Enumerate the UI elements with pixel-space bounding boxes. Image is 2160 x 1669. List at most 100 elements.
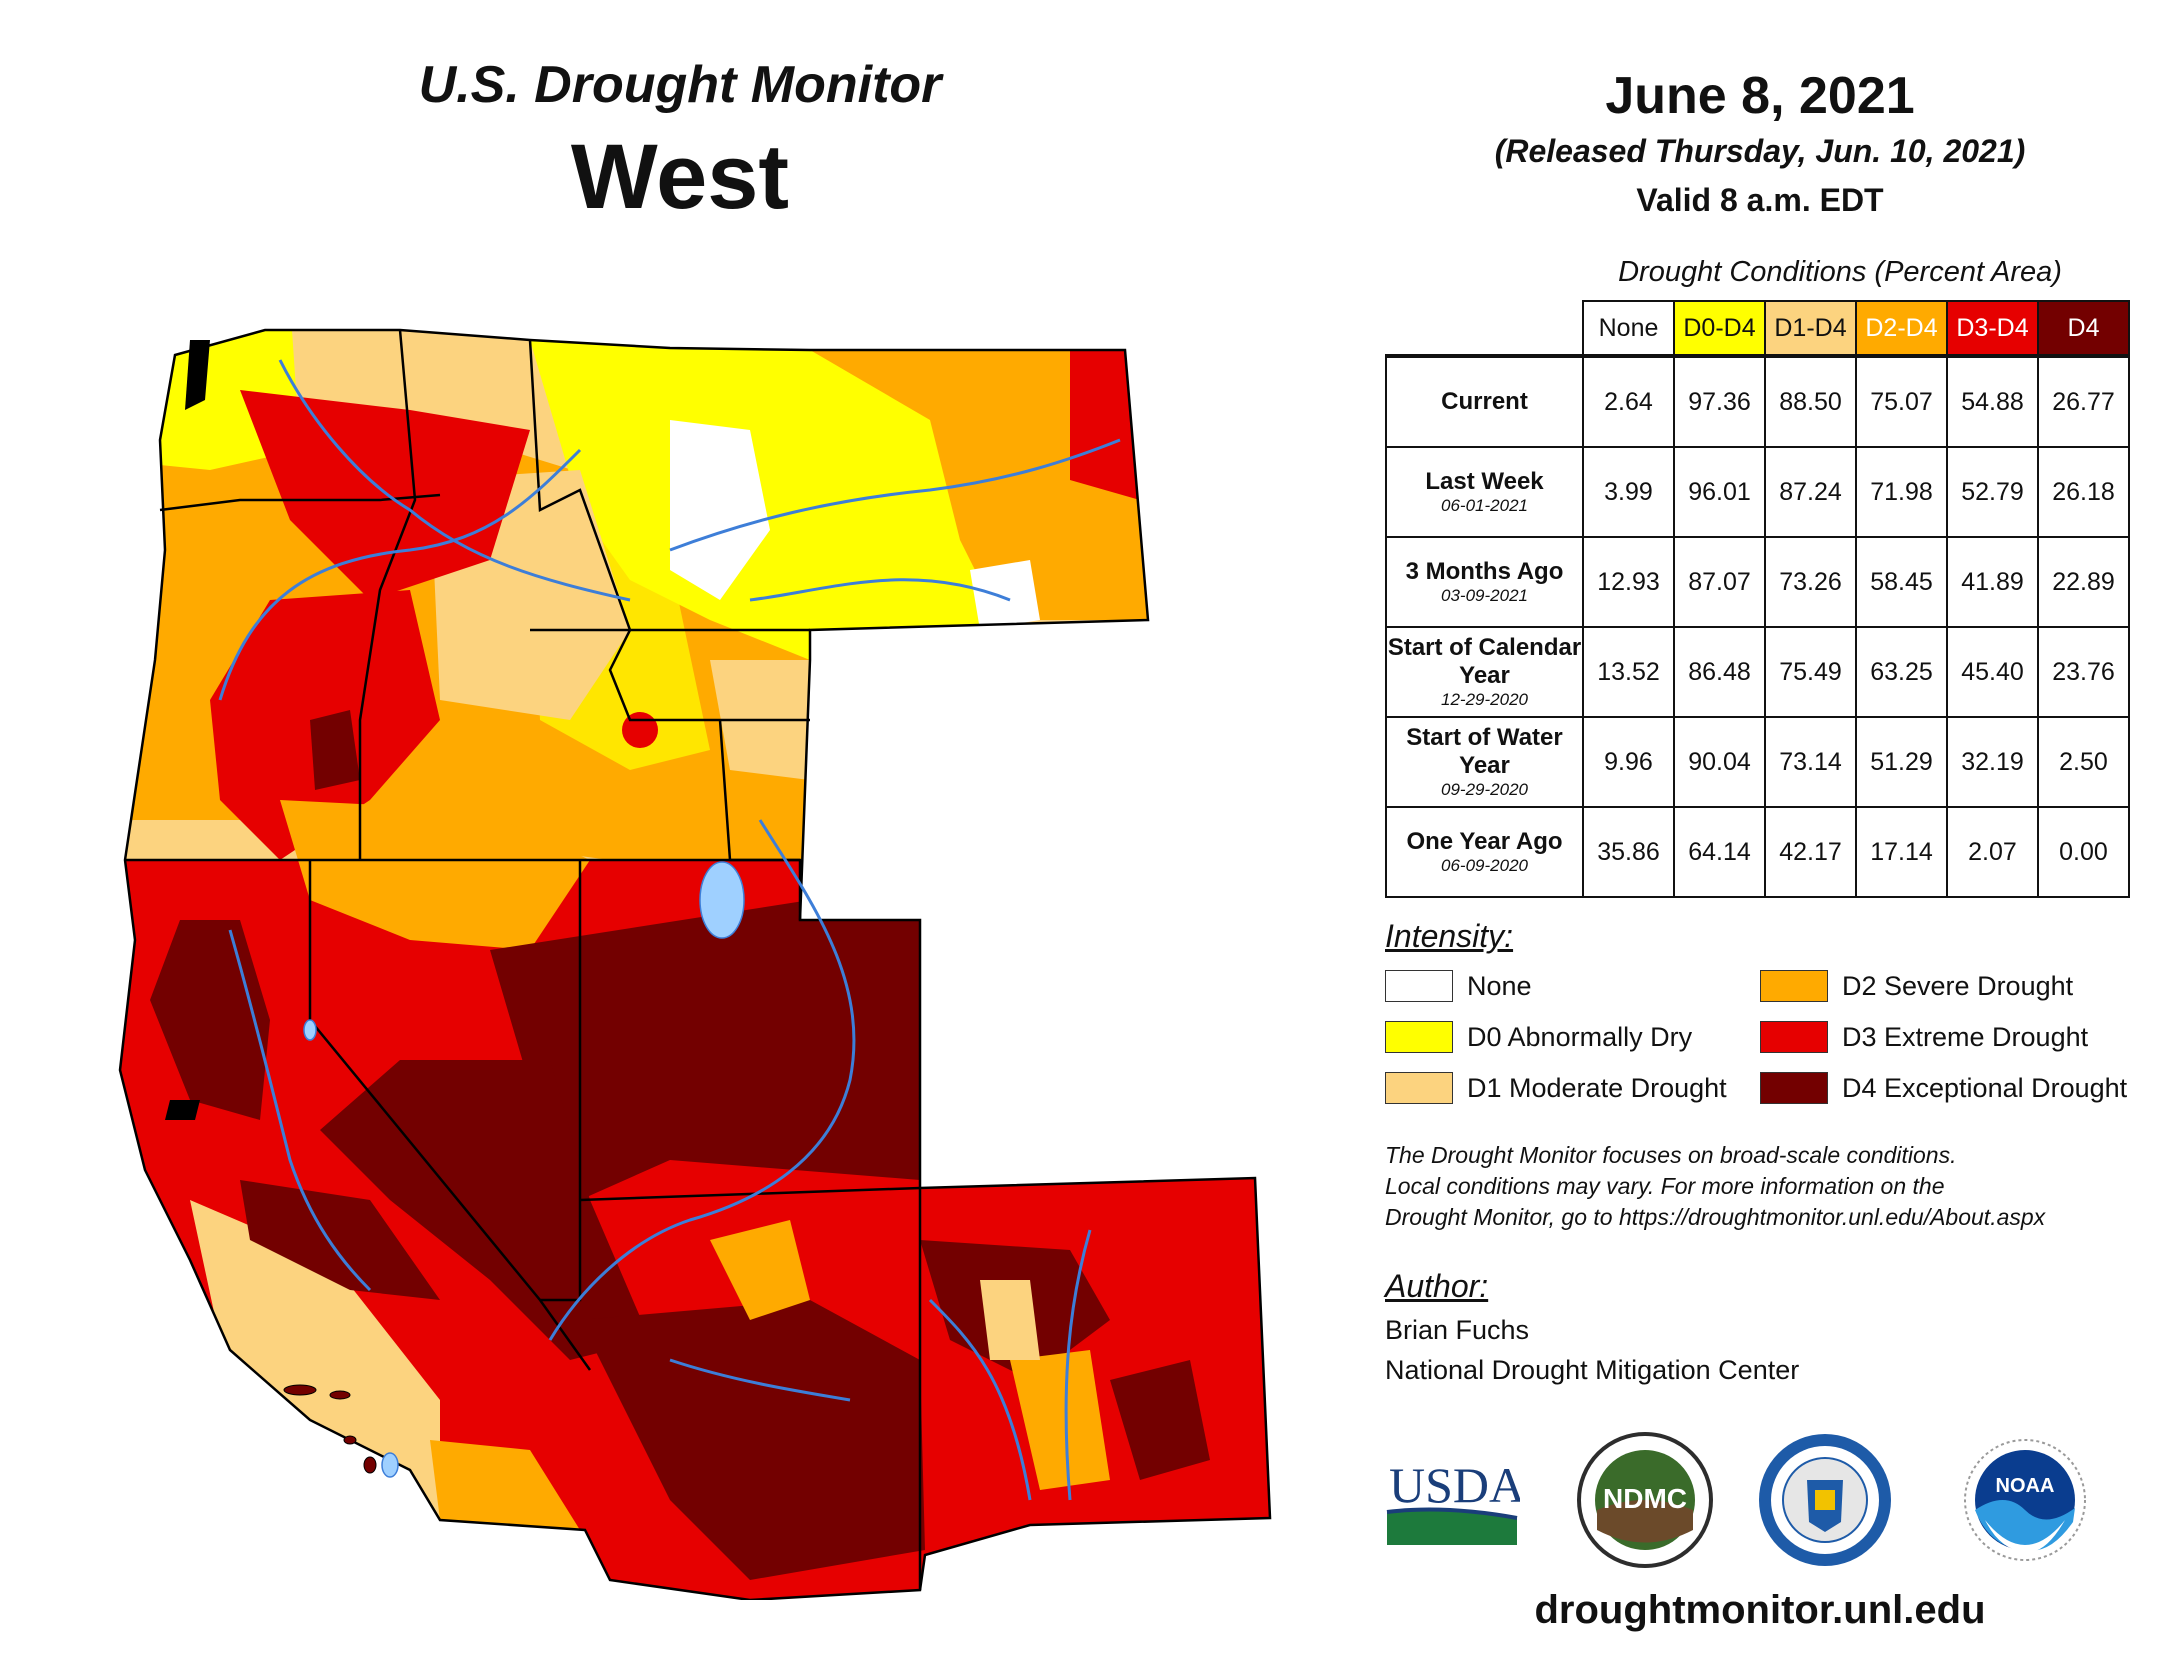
noaa-logo: NOAA: [1964, 1439, 2086, 1561]
drought-map: [118, 328, 1272, 1600]
author-org: National Drought Mitigation Center: [1385, 1355, 1800, 1385]
legend-label: None: [1467, 970, 1532, 1001]
table-cell: 9.96: [1582, 716, 1675, 808]
lakes: [303, 861, 745, 1478]
legend-label: D1 Moderate Drought: [1467, 1072, 1727, 1103]
water-features: [165, 340, 210, 1120]
row-date: 06-01-2021: [1441, 496, 1528, 515]
table-cell: 63.25: [1855, 626, 1948, 718]
row-label: Start of Calendar Year 12-29-2020: [1385, 626, 1584, 718]
usda-logo: USDA: [1386, 1457, 1520, 1545]
table-cell: 97.36: [1673, 354, 1766, 448]
footer-url[interactable]: droughtmonitor.unl.edu: [1534, 1588, 1986, 1632]
row-label: One Year Ago 06-09-2020: [1385, 806, 1584, 898]
legend-item-d4: D4 Exceptional Drought: [1760, 1072, 2127, 1104]
row-label: 3 Months Ago 03-09-2021: [1385, 536, 1584, 628]
legend-swatch: [1385, 970, 1453, 1002]
legend-label: D3 Extreme Drought: [1842, 1021, 2089, 1052]
table-cell: 3.99: [1582, 446, 1675, 538]
legend-item-d1: D1 Moderate Drought: [1385, 1072, 1727, 1104]
table-cell: 54.88: [1946, 354, 2039, 448]
release-date: (Released Thursday, Jun. 10, 2021): [1494, 133, 2026, 169]
table-cell: 73.14: [1764, 716, 1857, 808]
table-cell: 32.19: [1946, 716, 2039, 808]
table-cell: 58.45: [1855, 536, 1948, 628]
legend-item-none: None: [1385, 970, 1532, 1002]
author-title: Author:: [1385, 1268, 1489, 1304]
rivers: [218, 359, 1121, 1501]
ndmc-text: NDMC: [1603, 1483, 1687, 1514]
table-cell: 87.24: [1764, 446, 1857, 538]
author-name: Brian Fuchs: [1385, 1315, 1530, 1345]
col-none: None: [1582, 300, 1675, 357]
table-row: Current 2.64 97.36 88.50 75.07 54.88 26.…: [1385, 354, 2130, 448]
table-corner: [1386, 301, 1584, 357]
row-date: 06-09-2020: [1441, 856, 1528, 875]
table-cell: 0.00: [2037, 806, 2130, 898]
table-header-row: None D0-D4 D1-D4 D2-D4 D3-D4 D4: [1386, 300, 2130, 357]
table-cell: 12.93: [1582, 536, 1675, 628]
legend-swatch: [1760, 1021, 1828, 1053]
note-line: Drought Monitor, go to https://droughtmo…: [1385, 1204, 2046, 1230]
table-cell: 26.18: [2037, 446, 2130, 538]
table-cell: 87.07: [1673, 536, 1766, 628]
table-cell: 13.52: [1582, 626, 1675, 718]
table-cell: 71.98: [1855, 446, 1948, 538]
map-title: U.S. Drought Monitor: [418, 56, 942, 114]
table-cell: 75.07: [1855, 354, 1948, 448]
noaa-text: NOAA: [1996, 1475, 2055, 1497]
row-label: Current: [1385, 354, 1584, 448]
legend-swatch: [1760, 970, 1828, 1002]
table-cell: 41.89: [1946, 536, 2039, 628]
legend-swatch: [1385, 1021, 1453, 1053]
map-region: West: [570, 126, 790, 228]
disclaimer-note: The Drought Monitor focuses on broad-sca…: [1385, 1140, 2145, 1233]
table-cell: 2.07: [1946, 806, 2039, 898]
row-date: 12-29-2020: [1441, 690, 1528, 709]
row-date: 09-29-2020: [1441, 780, 1528, 799]
legend-swatch: [1760, 1072, 1828, 1104]
col-d1-d4: D1-D4: [1764, 300, 1857, 357]
usda-text: USDA: [1389, 1457, 1520, 1513]
col-d3-d4: D3-D4: [1946, 300, 2039, 357]
table-cell: 75.49: [1764, 626, 1857, 718]
legend-label: D4 Exceptional Drought: [1842, 1072, 2128, 1103]
row-label: Start of Water Year 09-29-2020: [1385, 716, 1584, 808]
table-cell: 22.89: [2037, 536, 2130, 628]
map-date: June 8, 2021: [1605, 67, 1915, 125]
table-caption: Drought Conditions (Percent Area): [1618, 256, 2062, 288]
valid-time: Valid 8 a.m. EDT: [1636, 182, 1884, 218]
note-line: Local conditions may vary. For more info…: [1385, 1173, 1945, 1199]
table-cell: 23.76: [2037, 626, 2130, 718]
col-d2-d4: D2-D4: [1855, 300, 1948, 357]
table-cell: 51.29: [1855, 716, 1948, 808]
commerce-seal: [1759, 1434, 1891, 1566]
table-cell: 86.48: [1673, 626, 1766, 718]
channel-islands: [283, 1384, 377, 1474]
table-cell: 42.17: [1764, 806, 1857, 898]
state-borders: [118, 328, 1272, 1600]
table-cell: 2.64: [1582, 354, 1675, 448]
legend-item-d3: D3 Extreme Drought: [1760, 1021, 2088, 1053]
table-cell: 73.26: [1764, 536, 1857, 628]
table-row: 3 Months Ago 03-09-2021 12.93 87.07 73.26…: [1385, 536, 2130, 628]
table-cell: 96.01: [1673, 446, 1766, 538]
table-cell: 45.40: [1946, 626, 2039, 718]
col-d4: D4: [2037, 300, 2130, 357]
legend-swatch: [1385, 1072, 1453, 1104]
table-row: Last Week 06-01-2021 3.99 96.01 87.24 71.…: [1385, 446, 2130, 538]
table-row: Start of Water Year 09-29-2020 9.96 90.04…: [1385, 716, 2130, 808]
legend-label: D2 Severe Drought: [1842, 970, 2074, 1001]
table-cell: 88.50: [1764, 354, 1857, 448]
table-cell: 17.14: [1855, 806, 1948, 898]
legend-item-d2: D2 Severe Drought: [1760, 970, 2073, 1002]
table-cell: 90.04: [1673, 716, 1766, 808]
table-row: One Year Ago 06-09-2020 35.86 64.14 42.17…: [1385, 806, 2130, 898]
map-fill: [120, 330, 1270, 1600]
col-d0-d4: D0-D4: [1673, 300, 1766, 357]
table-cell: 52.79: [1946, 446, 2039, 538]
legend-label: D0 Abnormally Dry: [1467, 1021, 1693, 1052]
drought-conditions-table: None D0-D4 D1-D4 D2-D4 D3-D4 D4 Current …: [1385, 300, 2130, 898]
table-cell: 35.86: [1582, 806, 1675, 898]
legend-title: Intensity:: [1385, 918, 1514, 954]
